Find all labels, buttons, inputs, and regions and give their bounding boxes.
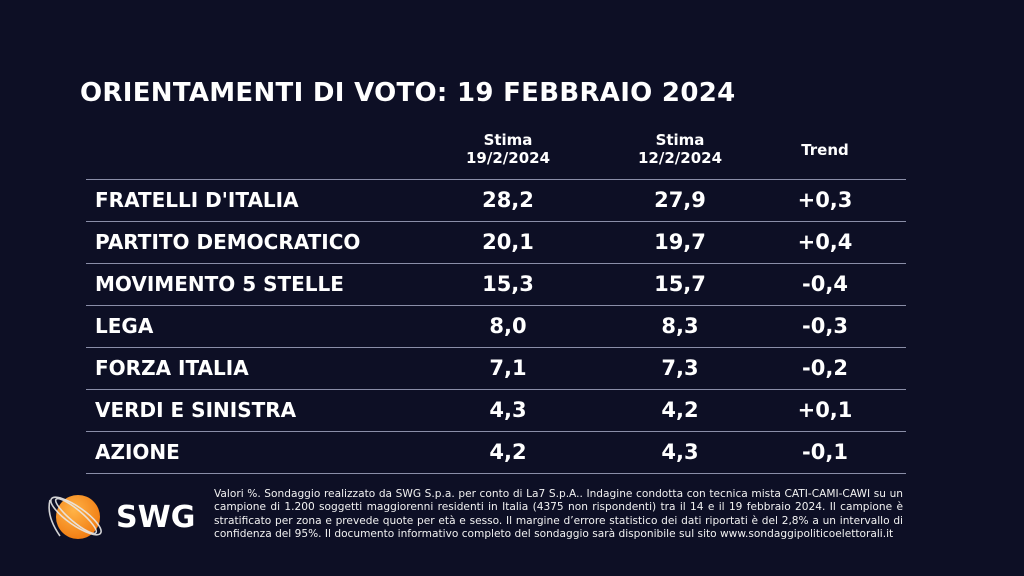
- poll-table: FRATELLI D'ITALIA 28,2 27,9 +0,3 PARTITO DEM…: [86, 179, 906, 474]
- value-current: 8,0: [489, 314, 527, 338]
- value-previous: 8,3: [661, 314, 699, 338]
- party-name: LEGA: [95, 314, 154, 338]
- header-date: 19/2/2024: [465, 149, 551, 167]
- value-previous: 4,2: [661, 398, 699, 422]
- trend-value: -0,3: [802, 314, 848, 338]
- value-previous: 15,7: [654, 272, 706, 296]
- header-line: Stima: [483, 131, 533, 149]
- party-name: FRATELLI D'ITALIA: [95, 188, 299, 212]
- column-header-stima-current: Stima 19/2/2024: [428, 131, 588, 167]
- value-current: 4,2: [489, 440, 527, 464]
- swg-logo: SWG: [40, 486, 195, 550]
- trend-value: +0,1: [797, 398, 853, 422]
- logo-text: SWG: [116, 500, 196, 535]
- column-header-trend: Trend: [745, 141, 905, 159]
- header-line: Trend: [801, 141, 849, 159]
- table-row: AZIONE 4,2 4,3 -0,1: [86, 431, 906, 474]
- value-previous: 4,3: [661, 440, 699, 464]
- value-previous: 19,7: [654, 230, 706, 254]
- value-current: 20,1: [482, 230, 534, 254]
- table-row: MOVIMENTO 5 STELLE 15,3 15,7 -0,4: [86, 263, 906, 305]
- table-row: FORZA ITALIA 7,1 7,3 -0,2: [86, 347, 906, 389]
- value-current: 15,3: [482, 272, 534, 296]
- trend-value: -0,4: [802, 272, 848, 296]
- table-row: PARTITO DEMOCRATICO 20,1 19,7 +0,4: [86, 221, 906, 263]
- value-current: 7,1: [489, 356, 527, 380]
- table-row: FRATELLI D'ITALIA 28,2 27,9 +0,3: [86, 179, 906, 221]
- header-line: Stima: [655, 131, 705, 149]
- table-row: LEGA 8,0 8,3 -0,3: [86, 305, 906, 347]
- party-name: MOVIMENTO 5 STELLE: [95, 272, 344, 296]
- party-name: AZIONE: [95, 440, 180, 464]
- page-title: ORIENTAMENTI DI VOTO: 19 FEBBRAIO 2024: [80, 78, 736, 108]
- header-date: 12/2/2024: [637, 149, 723, 167]
- trend-value: +0,4: [797, 230, 853, 254]
- trend-value: -0,2: [802, 356, 848, 380]
- trend-value: +0,3: [797, 188, 853, 212]
- methodology-note: Valori %. Sondaggio realizzato da SWG S.…: [214, 488, 903, 541]
- value-previous: 7,3: [661, 356, 699, 380]
- party-name: FORZA ITALIA: [95, 356, 249, 380]
- column-header-stima-previous: Stima 12/2/2024: [600, 131, 760, 167]
- party-name: PARTITO DEMOCRATICO: [95, 230, 361, 254]
- table-row: VERDI E SINISTRA 4,3 4,2 +0,1: [86, 389, 906, 431]
- party-name: VERDI E SINISTRA: [95, 398, 297, 422]
- value-current: 4,3: [489, 398, 527, 422]
- value-current: 28,2: [482, 188, 534, 212]
- value-previous: 27,9: [654, 188, 706, 212]
- trend-value: -0,1: [802, 440, 848, 464]
